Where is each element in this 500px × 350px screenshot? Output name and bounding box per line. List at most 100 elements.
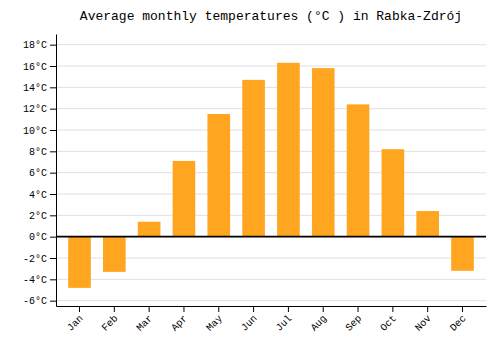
x-tick-label: Apr [169, 313, 190, 334]
grid-line [56, 151, 486, 152]
grid-line [56, 66, 486, 67]
x-tick-mark [114, 306, 115, 312]
bar [173, 161, 196, 237]
x-tick: Dec [448, 306, 469, 334]
x-tick: Oct [378, 306, 399, 334]
y-tick-mark [50, 237, 56, 238]
x-tick-mark [462, 306, 463, 312]
plot: -6°C -4°C -2°C 0°C 2°C 4°C 6°C 8°C 10°C 12°C 14°C 1… [23, 35, 487, 334]
x-tick-label: Aug [309, 313, 330, 334]
y-tick-label: 12°C [23, 104, 47, 115]
y-tick-mark [50, 194, 56, 195]
x-tick-mark [218, 306, 219, 312]
y-tick-label: 2°C [29, 211, 47, 222]
y-tick-mark [50, 109, 56, 110]
bar [68, 237, 91, 288]
y-tick: 12°C [23, 104, 56, 115]
y-tick-mark [50, 301, 56, 302]
y-tick: -2°C [23, 254, 56, 265]
x-tick-mark [253, 306, 254, 312]
y-tick: -4°C [23, 275, 56, 286]
x-tick-mark [149, 306, 150, 312]
x-tick-mark [288, 306, 289, 312]
y-tick-mark [50, 66, 56, 67]
bar [312, 68, 335, 237]
grid-line [56, 279, 486, 280]
x-tick-label: Oct [378, 313, 399, 334]
grid-line [56, 300, 486, 301]
x-tick-label: Jun [239, 313, 260, 334]
bar [103, 237, 126, 272]
y-tick-mark [50, 173, 56, 174]
x-tick-mark [358, 306, 359, 312]
y-tick-label: 4°C [29, 190, 47, 201]
x-tick-mark [323, 306, 324, 312]
x-tick: Mar [135, 306, 156, 334]
y-tick: -6°C [23, 296, 56, 307]
y-tick-label: 10°C [23, 126, 47, 137]
grid-line [56, 194, 486, 195]
y-tick-mark [50, 45, 56, 46]
y-tick-label: -4°C [23, 275, 47, 286]
bar [416, 211, 439, 237]
y-tick-mark [50, 215, 56, 216]
y-tick-label: 0°C [29, 232, 47, 243]
y-tick-mark [50, 151, 56, 152]
x-tick-label: Nov [413, 313, 434, 334]
bar [138, 222, 161, 237]
bar [207, 114, 230, 237]
grid-line [56, 87, 486, 88]
y-tick: 8°C [29, 147, 56, 158]
y-tick-mark [50, 258, 56, 259]
y-tick: 6°C [29, 168, 56, 179]
x-tick: Jun [239, 306, 260, 334]
y-tick-mark [50, 130, 56, 131]
x-tick: Nov [413, 306, 434, 334]
y-tick-label: 14°C [23, 83, 47, 94]
y-tick: 16°C [23, 62, 56, 73]
y-tick-label: 8°C [29, 147, 47, 158]
x-tick-mark [79, 306, 80, 312]
grid [56, 45, 486, 301]
y-tick: 4°C [29, 190, 56, 201]
x-tick: Apr [169, 306, 190, 334]
x-tick-label: Jul [274, 313, 295, 334]
y-tick-label: 6°C [29, 168, 47, 179]
zero-line [56, 236, 486, 238]
y-axis: -6°C -4°C -2°C 0°C 2°C 4°C 6°C 8°C 10°C 12°C 14°C 1… [23, 35, 57, 308]
bars [68, 63, 474, 288]
y-tick-mark [50, 87, 56, 88]
y-tick: 18°C [23, 40, 56, 51]
grid-line [56, 172, 486, 173]
y-tick-label: -2°C [23, 254, 47, 265]
y-tick-label: -6°C [23, 296, 47, 307]
bar [242, 80, 265, 237]
title: Average monthly temperatures (°C ) in Ra… [80, 9, 462, 24]
x-tick-label: Dec [448, 313, 469, 334]
x-tick-label: Jan [65, 313, 86, 334]
x-tick: May [204, 306, 225, 334]
x-tick-label: Feb [100, 313, 121, 334]
y-tick-label: 18°C [23, 40, 47, 51]
x-tick-label: May [204, 313, 225, 334]
x-tick: Jan [65, 306, 86, 334]
x-tick-label: Sep [344, 313, 365, 334]
x-tick: Feb [100, 306, 121, 334]
x-tick: Jul [274, 306, 295, 334]
grid-line [56, 236, 486, 237]
chart: -6°C -4°C -2°C 0°C 2°C 4°C 6°C 8°C 10°C 12°C 14°C 1… [0, 0, 500, 350]
y-tick: 14°C [23, 83, 56, 94]
x-axis-line [57, 306, 487, 307]
x-tick-mark [183, 306, 184, 312]
x-tick-mark [427, 306, 428, 312]
y-tick: 2°C [29, 211, 56, 222]
y-tick-mark [50, 279, 56, 280]
x-tick-mark [392, 306, 393, 312]
y-tick: 0°C [29, 232, 56, 243]
x-tick: Sep [344, 306, 365, 334]
grid-line [56, 108, 486, 109]
bar [382, 149, 405, 236]
bar [347, 104, 370, 236]
bar [277, 63, 300, 237]
grid-line [56, 130, 486, 131]
